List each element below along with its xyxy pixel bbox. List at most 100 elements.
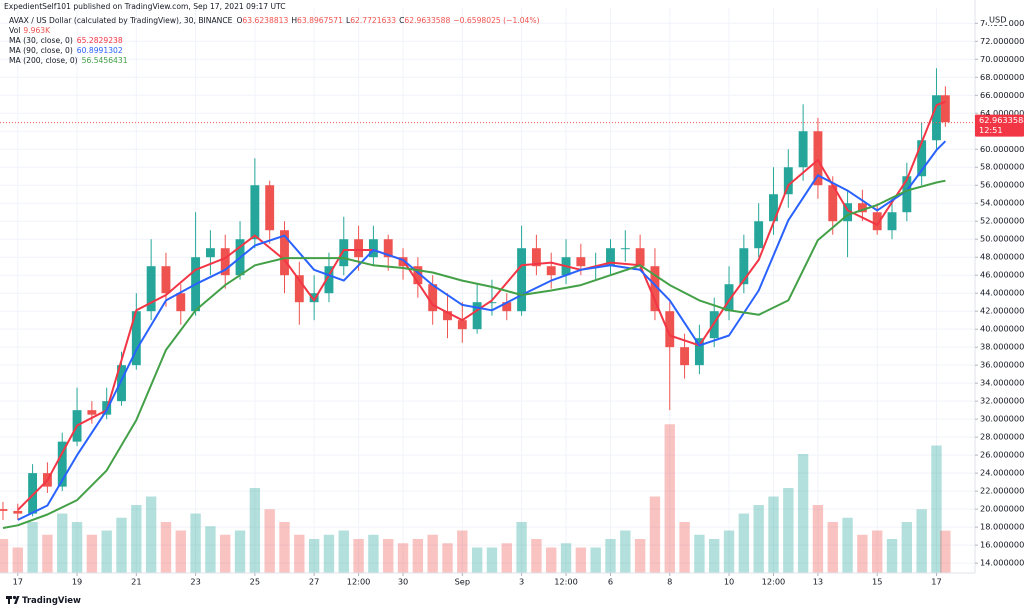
x-tick-label: Sep — [455, 577, 470, 587]
legend-row: MA (200, close, 0) 56.5456431 — [9, 56, 128, 65]
candle-body — [531, 248, 541, 267]
candle-body — [828, 185, 838, 222]
legend-text: 63.6238813 — [242, 16, 288, 25]
axes: 14.0000000 16.0000000 18.0000000 20.0000000… — [13, 14, 1024, 587]
y-tick-label: 26.0000000 — [980, 450, 1024, 460]
volume-bar — [57, 513, 68, 573]
x-tick-label: 13 — [813, 577, 823, 587]
y-tick-label: 60.0000000 — [980, 144, 1024, 154]
volume-bar — [116, 517, 127, 573]
y-tick-label: 40.0000000 — [980, 324, 1024, 334]
y-tick-label: 22.0000000 — [980, 486, 1024, 496]
volume-bar — [279, 522, 290, 573]
candle-body — [694, 338, 704, 366]
legend-text: H — [291, 16, 297, 25]
volume-bar — [501, 543, 512, 573]
volume-bar — [71, 522, 83, 573]
volume-bar — [323, 534, 335, 573]
volume-bar — [175, 530, 186, 573]
candle-body — [902, 176, 912, 213]
candle-body — [502, 302, 512, 312]
y-tick-label: 64.0000000 — [980, 108, 1024, 118]
x-tick-label: 17 — [931, 577, 941, 587]
x-tick-label: 23 — [190, 577, 200, 587]
volume-bar — [442, 543, 453, 573]
ma-line — [17, 140, 947, 521]
candle-body — [887, 212, 897, 231]
volume-bar — [338, 530, 349, 573]
x-tick-label: 19 — [72, 577, 82, 587]
publisher: ExpedientSelf101 published on TradingVie… — [4, 2, 286, 11]
volume-bar — [486, 547, 498, 573]
legend-text: L — [346, 16, 351, 25]
candle-body — [13, 510, 23, 514]
y-tick-label: 20.0000000 — [980, 504, 1024, 514]
candle-body — [754, 221, 764, 249]
candle-body — [28, 473, 38, 514]
volume-bar — [0, 539, 9, 573]
volume-bar — [872, 530, 883, 573]
y-tick-label: 32.0000000 — [980, 396, 1024, 406]
y-tick-label: 72.0000000 — [980, 36, 1024, 46]
candle-body — [487, 302, 497, 304]
volume-bar — [679, 522, 690, 573]
y-tick-label: 58.0000000 — [980, 162, 1024, 172]
candle-body — [146, 266, 156, 312]
volume-bar — [27, 522, 38, 573]
y-tick-label: 52.0000000 — [980, 216, 1024, 226]
volume-bar — [531, 539, 542, 573]
volume-bar — [294, 534, 305, 573]
x-tick-label: 3 — [519, 577, 524, 587]
volume-bar — [427, 534, 438, 573]
x-tick-label: 30 — [398, 577, 408, 587]
volume-bar — [101, 530, 112, 573]
volume-bar — [723, 530, 735, 573]
y-tick-label: 68.0000000 — [980, 72, 1024, 82]
y-tick-label: 14.0000000 — [980, 558, 1024, 568]
volume-bar — [827, 522, 838, 573]
volume-bar — [249, 488, 261, 573]
y-tick-label: 56.0000000 — [980, 180, 1024, 190]
legend-row: AVAX / US Dollar (calculated by TradingV… — [9, 16, 540, 25]
volume-bar — [797, 454, 809, 573]
y-tick-label: 70.0000000 — [980, 54, 1024, 64]
candle-body — [798, 131, 808, 168]
volume-bar — [916, 509, 927, 573]
volume-bar — [397, 543, 409, 573]
y-tick-label: 36.0000000 — [980, 360, 1024, 370]
last-price-label: 62.9633588 — [979, 115, 1024, 125]
candle-body — [309, 293, 319, 303]
x-tick-label: 12:00 — [554, 577, 578, 587]
y-tick-label: 30.0000000 — [980, 414, 1024, 424]
x-tick-label: 12:00 — [347, 577, 371, 587]
y-tick-label: 24.0000000 — [980, 468, 1024, 478]
legend-text: 9.963K — [23, 26, 51, 35]
legend-text: 62.9633588 — [404, 16, 450, 25]
x-tick-label: 21 — [131, 577, 141, 587]
candle-body — [280, 230, 289, 276]
volume-bar — [783, 488, 794, 573]
candle-body — [0, 509, 8, 511]
y-tick-label: 38.0000000 — [980, 342, 1024, 352]
candle-body — [620, 248, 630, 250]
candle-body — [783, 167, 793, 195]
volume-bar — [649, 496, 661, 573]
volume-layer — [0, 424, 951, 573]
volume-bar — [86, 534, 98, 573]
legend-text: Vol — [9, 26, 20, 35]
x-tick-label: 15 — [872, 577, 882, 587]
volume-bar — [308, 539, 320, 573]
y-tick-label: 42.0000000 — [980, 306, 1024, 316]
legend-row: Vol 9.963K — [9, 26, 51, 35]
candle-body — [917, 140, 927, 177]
candle-body — [576, 257, 586, 267]
volume-bar — [768, 496, 779, 573]
x-tick-label: 8 — [667, 577, 672, 587]
x-tick-label: 6 — [608, 577, 613, 587]
candle-body — [413, 266, 423, 285]
ma-line — [2, 179, 946, 529]
legend-text: 62.7721633 — [350, 16, 396, 25]
volume-bar — [160, 522, 172, 573]
